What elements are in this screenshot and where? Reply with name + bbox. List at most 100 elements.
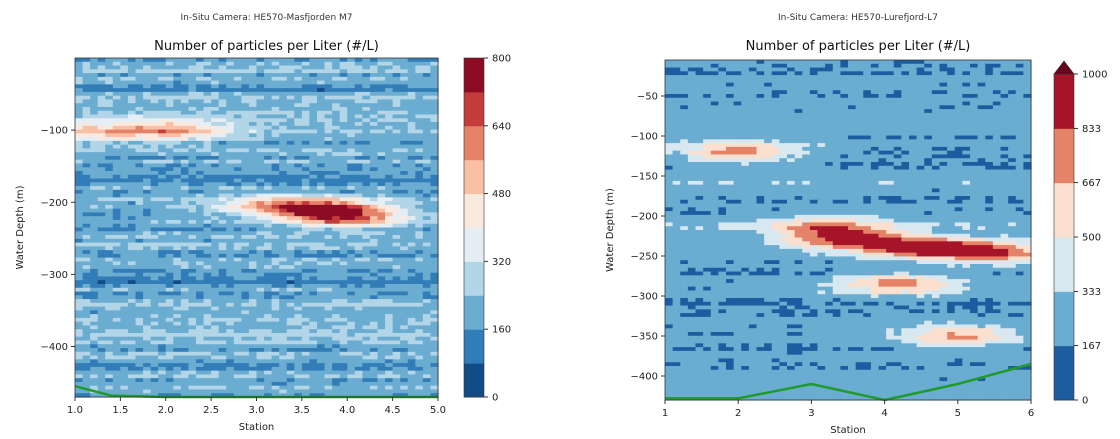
heatmap-cell	[415, 227, 424, 232]
heatmap-cell	[354, 250, 363, 255]
heatmap-cell	[264, 295, 273, 300]
heatmap-cell	[135, 91, 144, 97]
heatmap-cell	[105, 340, 114, 345]
heatmap-cell	[218, 246, 227, 251]
heatmap-cell	[385, 366, 394, 372]
heatmap-cell	[211, 122, 220, 127]
heatmap-cell	[863, 105, 872, 110]
heatmap-cell	[893, 78, 902, 84]
heatmap-cell	[112, 137, 121, 142]
heatmap-cell	[422, 359, 432, 364]
heatmap-cell	[347, 84, 356, 89]
heatmap-cell	[294, 219, 303, 225]
heatmap-cell	[407, 129, 416, 134]
heatmap-cell	[75, 287, 84, 293]
heatmap-cell	[180, 122, 190, 127]
heatmap-cell	[301, 261, 311, 266]
heatmap-cell	[218, 291, 227, 296]
heatmap-cell	[362, 280, 371, 285]
heatmap-cell	[105, 155, 114, 161]
heatmap-cell	[354, 268, 363, 274]
colorbar-segment	[464, 58, 484, 93]
heatmap-cell	[286, 122, 295, 127]
heatmap-cell	[377, 76, 386, 82]
heatmap-cell	[362, 227, 371, 232]
heatmap-cell	[82, 250, 91, 255]
heatmap-cell	[241, 261, 250, 266]
heatmap-cell	[127, 91, 137, 97]
heatmap-cell	[294, 155, 303, 161]
heatmap-cell	[180, 178, 190, 183]
heatmap-cell	[970, 75, 979, 80]
heatmap-cell	[143, 219, 152, 225]
heatmap-cell	[203, 284, 212, 289]
heatmap-cell	[90, 159, 99, 165]
heatmap-cell	[248, 186, 258, 191]
x-tick-label: 1.5	[112, 405, 128, 416]
heatmap-cell	[127, 272, 137, 278]
heatmap-cell	[369, 370, 379, 375]
heatmap-cell	[218, 186, 227, 191]
heatmap-cell	[90, 238, 99, 244]
heatmap-cell	[226, 69, 235, 74]
heatmap-cell	[301, 171, 311, 176]
heatmap-cell	[82, 193, 91, 198]
heatmap-cell	[271, 287, 280, 293]
heatmap-cell	[301, 216, 311, 221]
heatmap-cell	[362, 329, 371, 334]
heatmap-cell	[924, 78, 933, 84]
heatmap-cell	[347, 250, 356, 255]
heatmap-cell	[271, 125, 280, 131]
heatmap-cell	[173, 257, 182, 262]
heatmap-cell	[407, 321, 416, 327]
heatmap-cell	[90, 329, 99, 334]
heatmap-cell	[233, 152, 242, 157]
heatmap-cell	[135, 69, 144, 74]
heatmap-cell	[339, 73, 348, 78]
heatmap-cell	[271, 336, 280, 342]
heatmap-cell	[317, 88, 326, 93]
heatmap-cell	[218, 114, 227, 119]
heatmap-cell	[90, 73, 99, 78]
heatmap-cell	[256, 336, 265, 342]
heatmap-cell	[248, 299, 258, 304]
heatmap-cell	[931, 94, 941, 99]
heatmap-cell	[354, 287, 363, 293]
heatmap-cell	[233, 140, 242, 146]
heatmap-cell	[362, 302, 371, 308]
heatmap-cell	[294, 91, 303, 97]
heatmap-cell	[75, 110, 84, 116]
heatmap-cell	[135, 238, 144, 244]
heatmap-cell	[400, 348, 409, 353]
heatmap-cell	[332, 340, 341, 345]
heatmap-cell	[309, 227, 318, 232]
heatmap-cell	[400, 186, 409, 191]
heatmap-cell	[825, 90, 834, 95]
heatmap-cell	[369, 302, 379, 308]
heatmap-cell	[127, 265, 137, 270]
heatmap-cell	[264, 182, 273, 187]
heatmap-cell	[203, 91, 212, 97]
heatmap-cell	[794, 94, 803, 99]
heatmap-cell	[332, 69, 341, 74]
heatmap-cell	[271, 99, 280, 104]
heatmap-cell	[309, 355, 318, 360]
heatmap-cell	[203, 110, 212, 116]
heatmap-cell	[977, 67, 986, 72]
heatmap-cell	[105, 355, 114, 360]
heatmap-cell	[271, 329, 280, 334]
heatmap-cell	[279, 314, 288, 319]
heatmap-cell	[158, 197, 167, 202]
heatmap-cell	[97, 201, 106, 206]
heatmap-cell	[377, 159, 386, 165]
heatmap-cell	[347, 155, 356, 161]
heatmap-cell	[415, 370, 424, 375]
heatmap-cell	[279, 261, 288, 266]
heatmap-cell	[324, 197, 333, 202]
heatmap-cell	[279, 389, 288, 394]
heatmap-cell	[241, 306, 250, 311]
heatmap-cell	[878, 105, 887, 110]
heatmap-cell	[211, 84, 220, 89]
heatmap-cell	[256, 178, 265, 183]
heatmap-cell	[97, 95, 106, 101]
